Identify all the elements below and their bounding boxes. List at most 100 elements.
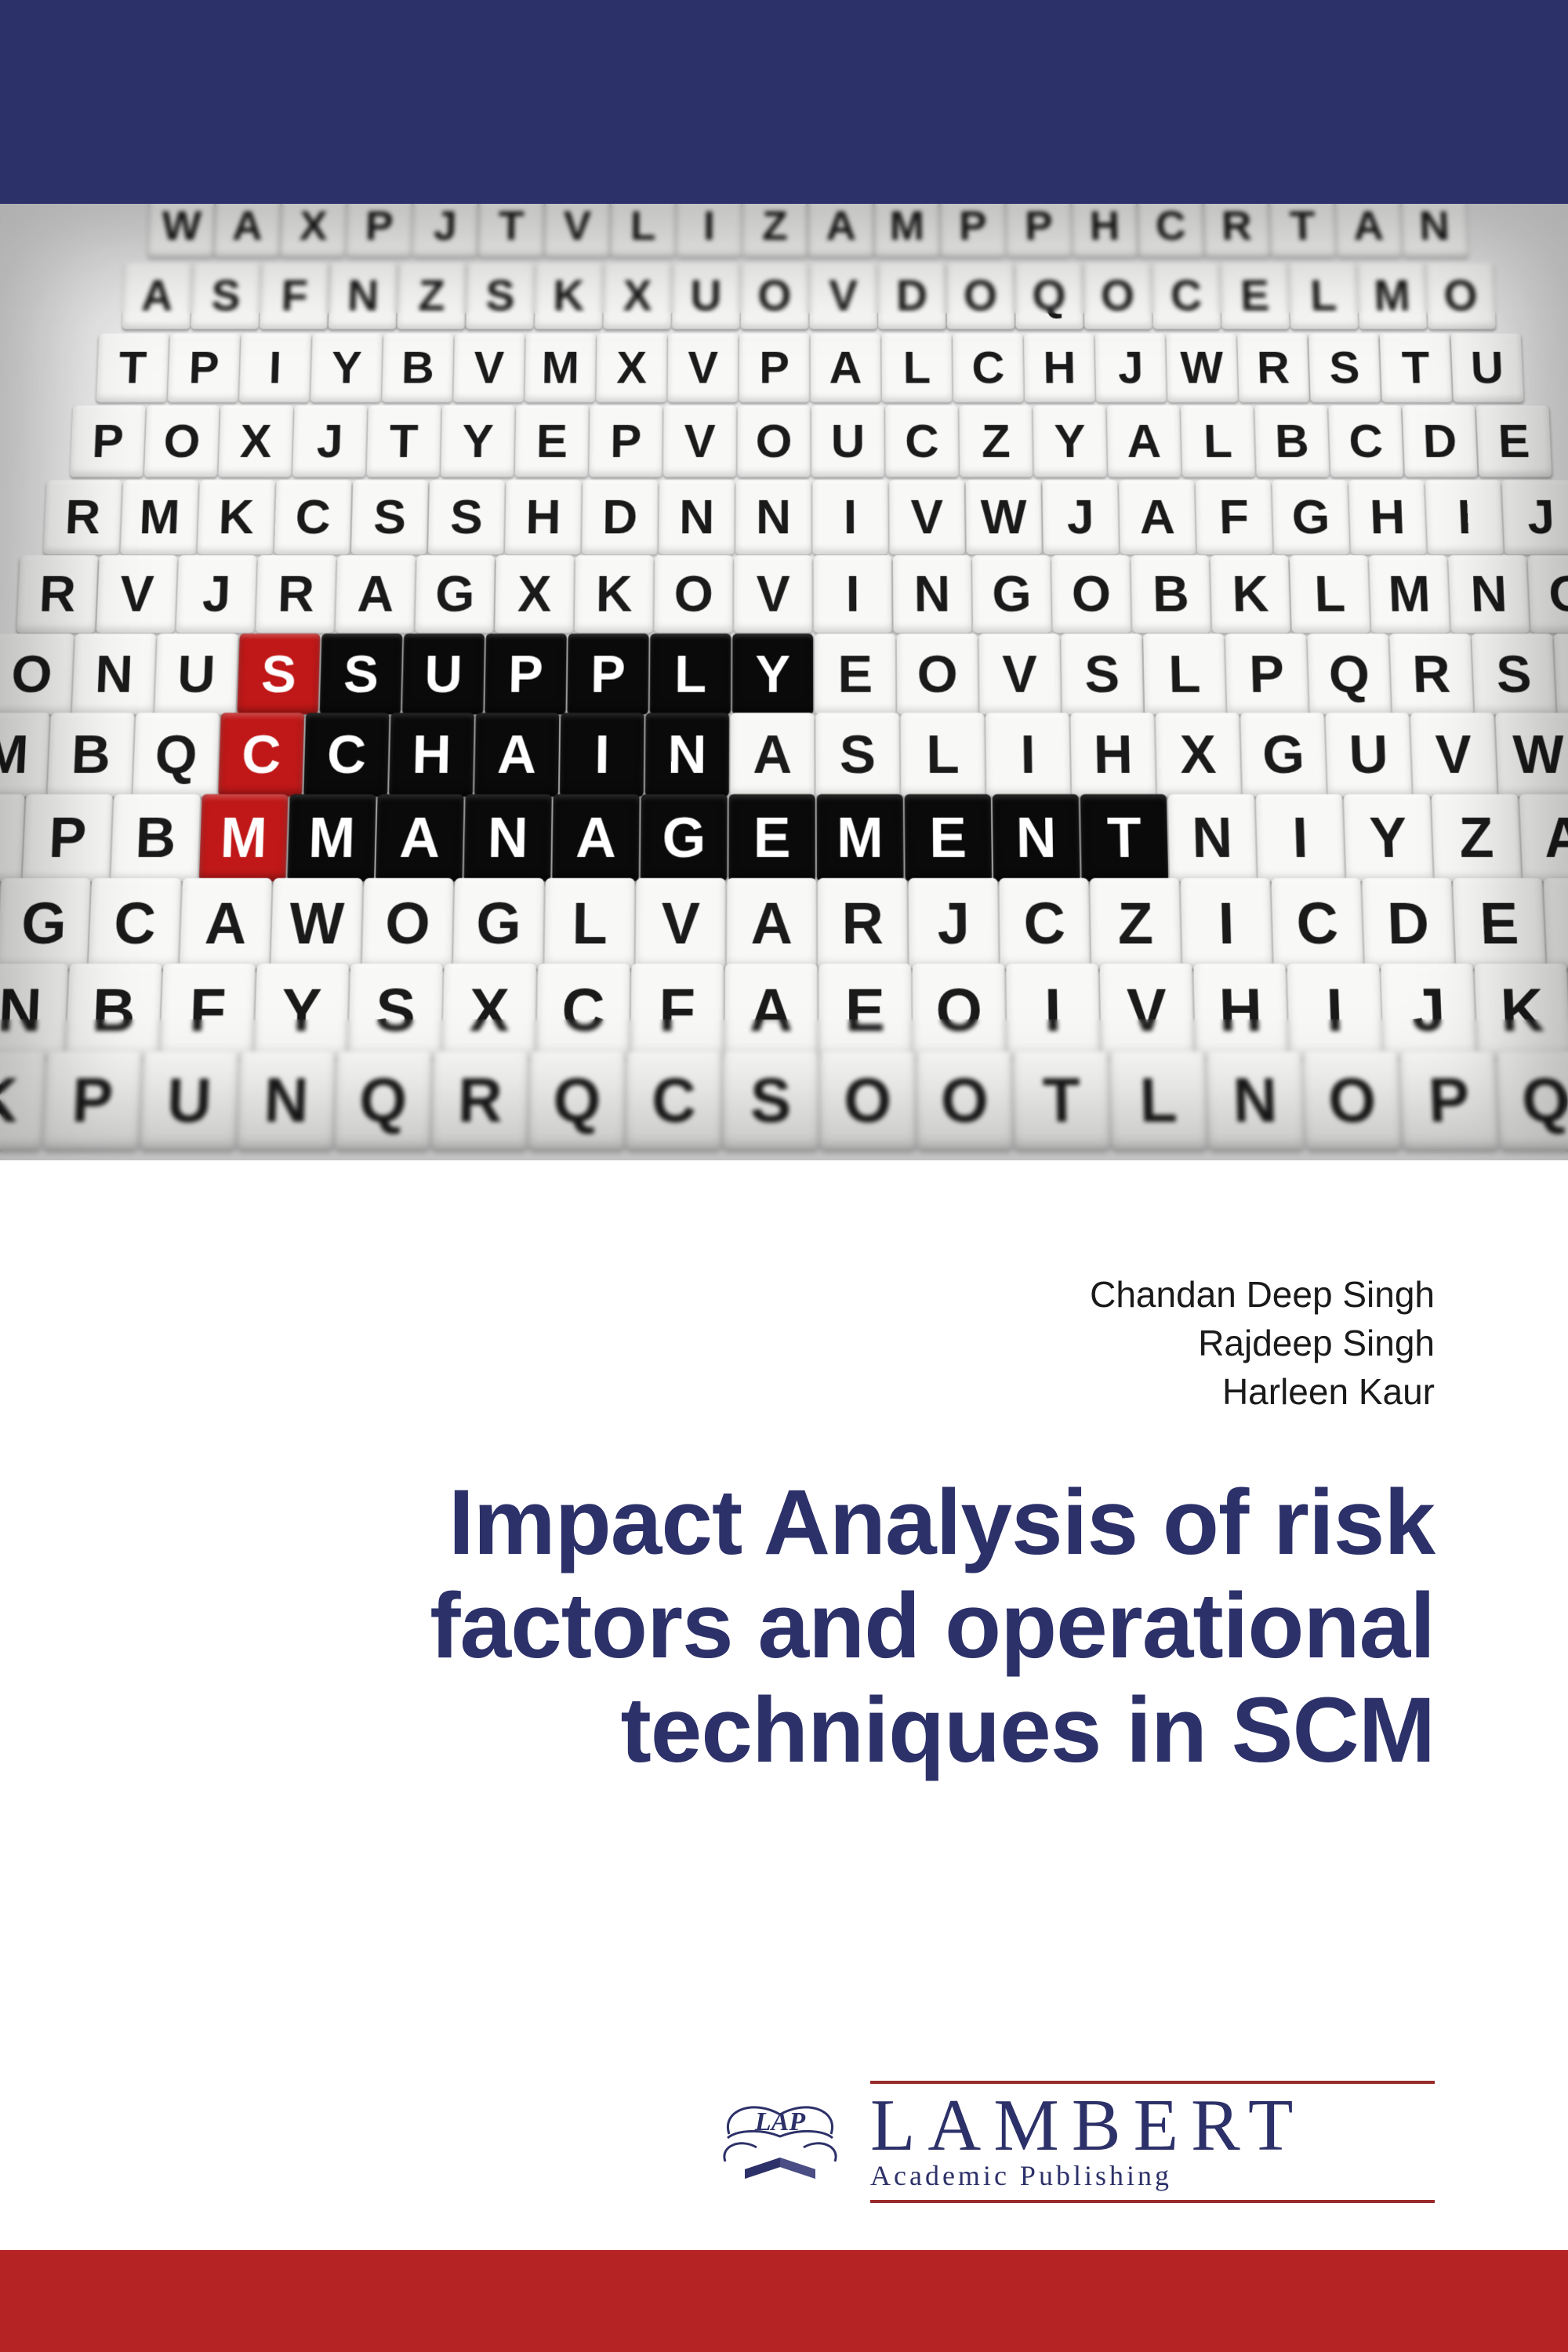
letter-tile: D — [1362, 878, 1454, 968]
letter-tile: V — [453, 333, 524, 401]
letter-tile: J — [1381, 964, 1476, 1058]
letter-tile: B — [382, 333, 453, 401]
publisher-logo-icon: LAP — [713, 2091, 847, 2193]
letter-tile: J — [1095, 333, 1167, 401]
letter-tile: G — [0, 878, 90, 968]
letter-tile: V — [668, 333, 739, 401]
letter-tile: V — [734, 556, 812, 633]
letter-tile: C — [89, 878, 181, 968]
letter-tile: C — [885, 405, 958, 477]
letter-tile: I — [812, 480, 887, 554]
letter-tile: U — [672, 263, 739, 328]
letter-tile: M — [525, 333, 596, 401]
letter-tile: X — [1156, 713, 1241, 797]
letter-tile: I — [1256, 795, 1345, 882]
letter-tile: N — [0, 964, 68, 1058]
letter-tile: T — [1269, 204, 1336, 257]
letter-tile: L — [1110, 1052, 1207, 1149]
letter-tile: X — [597, 333, 667, 401]
top-band — [0, 0, 1568, 204]
letter-tile: O — [897, 633, 978, 714]
letter-tile: R — [43, 480, 122, 554]
letter-tile: S — [320, 633, 403, 714]
letter-tile: N — [893, 556, 971, 633]
letter-tile: I — [239, 333, 311, 401]
letter-tile: O — [741, 263, 808, 328]
publisher-badge-text: LAP — [754, 2107, 805, 2136]
letter-tile: P — [589, 405, 662, 477]
letter-tile: K — [1475, 964, 1568, 1058]
letter-tile: T — [367, 405, 441, 477]
letter-tile: P — [567, 633, 648, 714]
letter-tile: X — [219, 405, 294, 477]
letter-tile: S — [191, 263, 261, 328]
letter-tile: P — [168, 333, 240, 401]
letter-tile: N — [645, 713, 729, 797]
letter-tile: O — [913, 964, 1006, 1058]
letter-tile: U — [154, 633, 238, 714]
letter-tile: S — [1061, 633, 1143, 714]
letter-tile: M — [199, 795, 289, 882]
letter-tile: B — [111, 795, 200, 882]
letter-tile: Z — [397, 263, 466, 328]
letter-tile: M — [121, 480, 199, 554]
letter-tile: X — [495, 556, 574, 633]
letter-tile: S — [466, 263, 534, 328]
letter-tile: Y — [254, 964, 349, 1058]
letter-tile: V — [0, 795, 25, 882]
letter-tile: N — [735, 480, 811, 554]
letter-tile: V — [810, 263, 877, 328]
letter-tile: R — [1203, 204, 1270, 257]
publisher-rule-top — [870, 2081, 1435, 2084]
letter-tile: C — [274, 480, 352, 554]
letter-tile: A — [552, 795, 639, 882]
letter-tile: E — [905, 795, 992, 882]
publisher-sub: Academic Publishing — [870, 2159, 1435, 2192]
letter-tile: L — [1289, 263, 1359, 328]
letter-tile: K — [198, 480, 275, 554]
letter-tile: P — [739, 333, 809, 401]
author-line: Harleen Kaur — [133, 1367, 1435, 1416]
letter-tile: Z — [742, 204, 808, 257]
letter-tile: V — [979, 633, 1062, 714]
letter-tile: O — [946, 263, 1014, 328]
letter-tile: P — [1399, 1052, 1498, 1149]
letter-tile: J — [176, 556, 257, 633]
letter-tile: V — [663, 405, 736, 477]
letter-tile: T — [1013, 1052, 1109, 1149]
publisher-rule-bottom — [870, 2200, 1435, 2203]
letter-tile: L — [611, 204, 676, 257]
letter-tile: T — [1380, 333, 1453, 401]
letter-tile: O — [738, 405, 811, 477]
letter-tile: O — [144, 405, 220, 477]
letter-tile: C — [303, 713, 389, 797]
letter-tile: L — [901, 713, 985, 797]
letter-tile: O — [1083, 263, 1152, 328]
letter-tile: S — [428, 480, 505, 554]
letter-tile: X — [604, 263, 672, 328]
letter-tile: E — [1453, 878, 1546, 968]
letter-tile: N — [238, 1052, 336, 1149]
letter-tile: V — [889, 480, 965, 554]
letter-tile: X — [280, 204, 347, 257]
letter-tile: L — [1181, 405, 1255, 477]
letter-tile: S — [723, 1052, 818, 1149]
letter-tile: L — [1290, 556, 1370, 633]
letter-tile: P — [23, 795, 113, 882]
letter-tile: N — [328, 263, 397, 328]
letter-tile: J — [909, 878, 999, 968]
letter-tile: A — [1519, 795, 1568, 882]
letter-tile: K — [1210, 556, 1290, 633]
letter-tile: Q — [1015, 263, 1083, 328]
letter-tile: F — [631, 964, 724, 1058]
letter-tile: S — [348, 964, 442, 1058]
letter-tile: G — [416, 556, 495, 633]
letter-tile: T — [96, 333, 169, 401]
letter-tile: U — [1450, 333, 1523, 401]
letter-tile: B — [66, 964, 162, 1058]
letter-tile: W — [966, 480, 1042, 554]
letter-tile: A — [731, 713, 815, 797]
letter-tile: S — [815, 713, 899, 797]
letter-tile: I — [985, 713, 1070, 797]
letter-tile: P — [940, 204, 1005, 257]
